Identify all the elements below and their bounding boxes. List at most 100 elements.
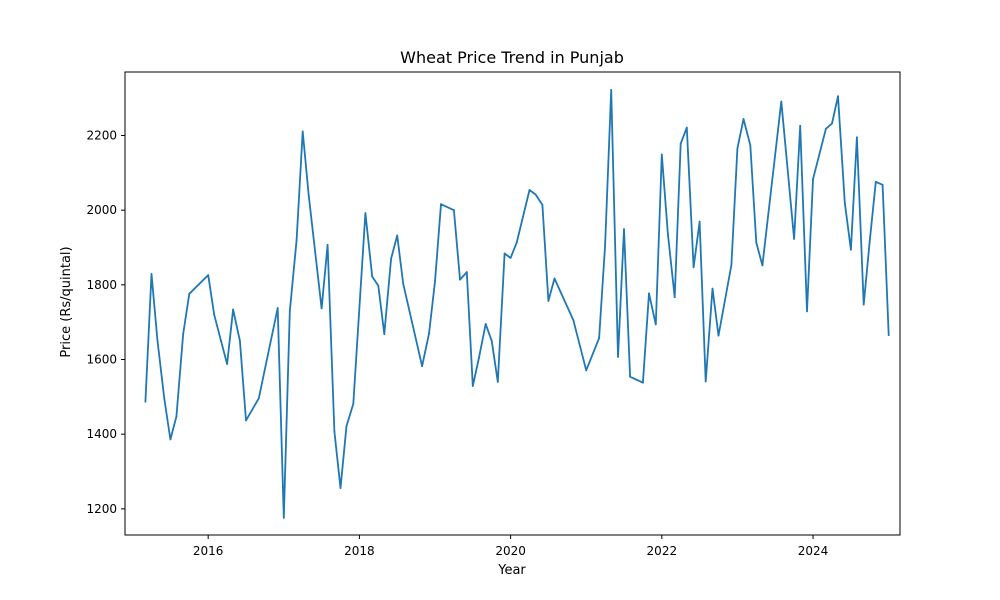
data-point [169,438,172,441]
data-point [345,425,348,427]
data-point [831,122,833,125]
data-point [793,238,795,240]
x-axis-label: Year [497,563,526,578]
x-tick-label: 2018 [344,544,375,558]
data-point [572,319,575,322]
y-tick-label: 1400 [86,427,117,441]
data-point [868,239,871,242]
data-point [421,365,423,368]
data-point [383,333,386,335]
data-point [465,271,468,273]
data-point [541,204,544,206]
data-point [856,136,858,139]
y-tick-label: 1600 [86,353,117,367]
data-point [188,292,191,295]
data-point [175,415,178,418]
series-line [144,89,890,519]
data-point [843,201,846,204]
data-point [704,380,707,383]
x-axis-ticks: 2016 2018 2020 2022 2024 [193,535,828,558]
data-point [528,189,531,191]
plot-area: 2016 2018 2020 2022 2024 1200 1400 1600 1800 200… [86,71,901,558]
data-point [673,296,676,299]
data-point [207,274,210,276]
data-point [182,332,185,335]
data-point [440,203,442,206]
data-point [144,400,147,403]
x-tick-label: 2024 [798,544,829,558]
data-point [667,233,669,236]
data-point [679,142,682,145]
data-point [471,385,474,387]
y-tick-label: 2000 [86,203,117,217]
data-point [226,363,229,365]
data-point [326,244,329,246]
data-point [239,339,241,342]
data-point [617,356,619,358]
data-point [692,266,695,269]
chart-title: Wheat Price Trend in Punjab [400,48,624,67]
data-point [496,381,499,383]
data-point [553,277,556,280]
data-point [850,248,852,251]
series-points [144,89,890,519]
data-point [534,193,537,196]
plot-frame [124,71,901,536]
x-tick-label: 2020 [495,544,526,558]
y-axis-label: Price (Rs/quintal) [59,246,74,357]
data-point [156,339,159,342]
data-point [459,278,461,281]
data-point [213,313,216,316]
data-point [598,337,600,340]
data-point [806,310,808,313]
data-point [295,239,298,241]
data-point [660,153,663,156]
data-point [503,252,506,255]
data-point [245,419,247,422]
data-point [163,397,166,400]
data-point [307,194,310,197]
data-point [642,381,644,384]
data-point [749,144,752,147]
data-point [755,241,758,244]
data-point [484,323,487,325]
data-point [698,220,701,223]
data-point [799,124,802,127]
data-point [761,264,764,267]
data-point [390,257,392,260]
data-point [887,334,890,337]
x-tick-label: 2022 [647,544,678,558]
data-point [780,100,783,103]
y-tick-label: 2200 [86,128,117,142]
y-axis-ticks: 1200 1400 1600 1800 2000 2200 [86,128,125,516]
data-point [434,280,436,283]
data-point [428,332,430,335]
data-point [352,403,355,405]
data-point [717,334,720,337]
data-point [402,282,405,285]
data-point [585,369,588,372]
data-point [276,307,279,309]
data-point [629,375,631,378]
data-point [150,273,153,275]
data-point [711,287,714,290]
data-point [377,284,380,287]
data-point [881,183,884,186]
data-point [232,308,235,311]
data-point [333,430,336,433]
data-point [812,178,814,181]
data-point [257,397,260,400]
data-point [648,292,650,295]
data-point [547,300,550,302]
data-point [453,209,455,212]
data-point [654,323,657,326]
data-point [837,95,839,98]
data-point [339,487,342,489]
x-tick-label: 2016 [193,544,224,558]
y-tick-label: 1200 [86,502,117,516]
data-point [862,303,865,306]
data-point [371,275,374,278]
data-point [509,257,512,259]
